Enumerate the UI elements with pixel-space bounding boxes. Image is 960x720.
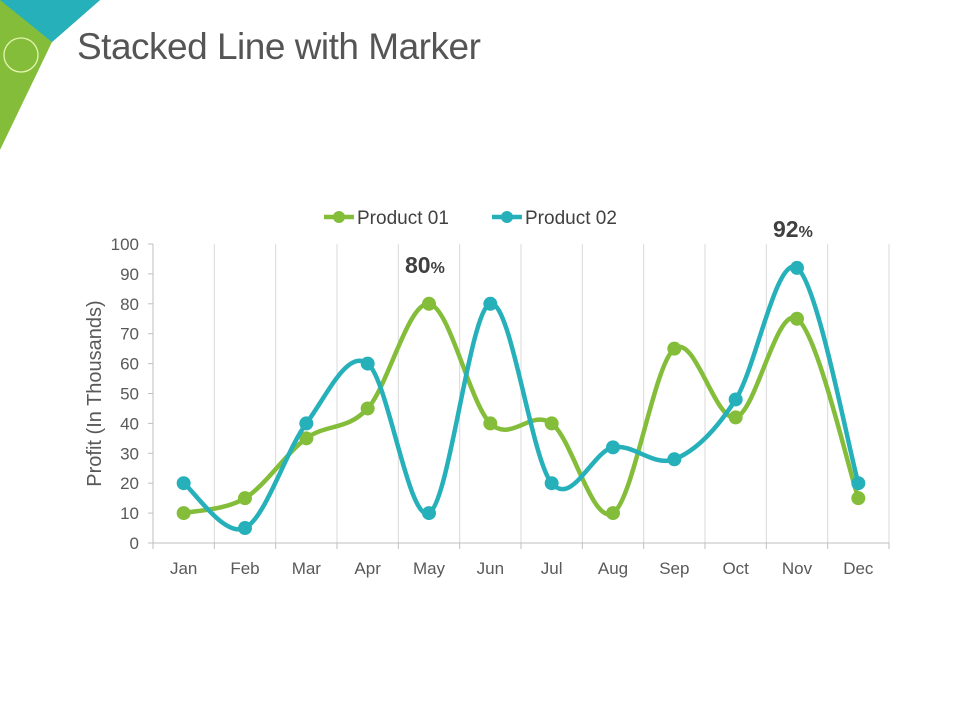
data-point-1 [667,341,682,356]
circle-outline [3,37,39,73]
y-tick-label: 40 [120,414,139,433]
data-point-1 [299,431,314,446]
annotation-value: 92 [773,216,799,242]
data-point-2 [238,521,252,536]
data-point-1 [606,506,620,521]
annotation-label: 92% [773,216,813,242]
data-point-1 [851,491,866,506]
y-tick-label: 70 [120,325,139,344]
annotation-label: 80% [405,252,445,278]
x-tick-label: Jan [170,559,197,578]
annotation-unit: % [799,224,813,241]
x-tick-label: Dec [843,559,874,578]
data-point-1 [544,416,559,431]
data-point-2 [299,416,314,431]
x-tick-label: Jul [541,559,563,578]
y-tick-label: 90 [120,265,139,284]
x-tick-label: Nov [782,559,813,578]
y-tick-label: 60 [120,355,139,374]
y-tick-label: 100 [111,235,139,254]
y-tick-label: 50 [120,385,139,404]
legend-label: Product 02 [525,208,617,229]
green-shape [0,0,100,150]
x-tick-label: Jun [477,559,504,578]
x-tick-label: Mar [292,559,322,578]
data-point-2 [667,452,682,467]
data-point-2 [544,476,559,491]
legend-marker [501,211,513,223]
data-point-1 [360,401,375,416]
annotation-value: 80 [405,252,431,278]
data-point-1 [728,410,743,425]
data-point-1 [176,506,191,521]
annotation-unit: % [431,260,445,277]
y-tick-label: 10 [120,504,139,523]
data-point-2 [606,440,620,455]
x-tick-label: Sep [659,559,689,578]
data-point-2 [483,296,498,311]
y-tick-label: 80 [120,295,139,314]
y-tick-label: 20 [120,474,139,493]
data-point-1 [238,491,252,506]
x-tick-label: Aug [598,559,628,578]
y-axis-title: Profit (In Thousands) [84,300,106,486]
legend-label: Product 01 [357,208,449,229]
x-tick-label: Feb [230,559,259,578]
teal-triangle [30,0,100,42]
data-point-2 [851,476,866,491]
y-tick-label: 0 [130,534,139,553]
x-tick-label: May [413,559,446,578]
y-tick-label: 30 [120,444,139,463]
data-point-2 [422,506,436,521]
data-point-1 [790,311,804,326]
x-tick-label: Apr [354,559,381,578]
data-point-2 [790,260,804,275]
legend-marker [333,211,345,223]
slide-title: Stacked Line with Marker [77,26,481,67]
data-point-2 [728,392,743,407]
data-point-2 [176,476,191,491]
x-tick-label: Oct [722,559,749,578]
data-point-1 [483,416,498,431]
data-point-2 [360,356,375,371]
data-point-1 [422,296,436,311]
